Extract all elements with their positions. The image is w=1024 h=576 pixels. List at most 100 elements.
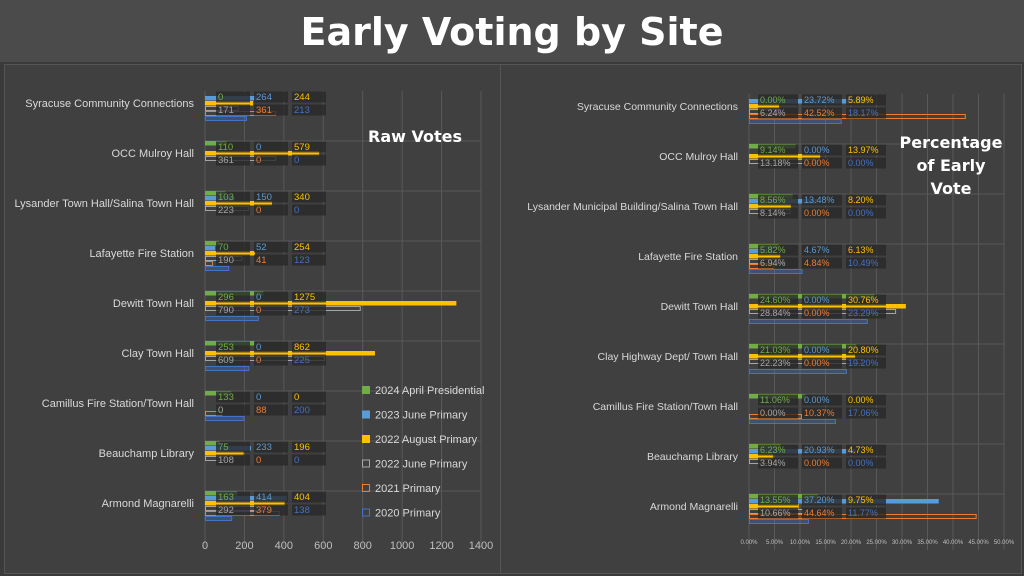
data-label-bg bbox=[802, 494, 842, 506]
data-label: 0 bbox=[256, 455, 261, 466]
data-label-bg bbox=[802, 257, 842, 269]
x-tick-label: 50.00% bbox=[994, 540, 1015, 546]
data-label: 0 bbox=[294, 392, 299, 403]
data-label-bg bbox=[802, 94, 842, 106]
data-label-bg bbox=[292, 154, 326, 166]
category-label: Clay Town Hall bbox=[121, 348, 194, 360]
data-label: 223 bbox=[218, 205, 234, 216]
raw-votes-title: Raw Votes bbox=[368, 127, 462, 146]
data-label-bg bbox=[254, 204, 288, 216]
x-tick-label: 35.00% bbox=[917, 540, 938, 546]
category-label: Lysander Town Hall/Salina Town Hall bbox=[14, 198, 194, 210]
category-label: Syracuse Community Connections bbox=[25, 98, 194, 110]
data-label-bg bbox=[292, 241, 326, 253]
data-label-bg bbox=[216, 241, 250, 253]
data-label: 379 bbox=[256, 505, 272, 516]
data-label-bg bbox=[292, 391, 326, 403]
bar bbox=[205, 151, 320, 156]
data-label-bg bbox=[758, 407, 798, 419]
data-label-bg bbox=[758, 394, 798, 406]
bar bbox=[749, 104, 780, 109]
raw-votes-panel: 0 200 400 600 800 1000 1200 1400 Syracuse Commun… bbox=[4, 64, 502, 574]
data-label-bg bbox=[758, 244, 798, 256]
data-label: 108 bbox=[218, 455, 234, 466]
data-label: 0.00% bbox=[804, 145, 830, 155]
data-label: 0.00% bbox=[804, 358, 830, 368]
x-tick-label: 40.00% bbox=[943, 540, 964, 546]
data-label-bg bbox=[292, 354, 326, 366]
data-label-bg bbox=[292, 404, 326, 416]
bar bbox=[205, 516, 233, 521]
data-label-bg bbox=[254, 404, 288, 416]
x-tick-label: 45.00% bbox=[968, 540, 989, 546]
data-label-bg bbox=[254, 491, 288, 503]
data-label-bg bbox=[292, 454, 326, 466]
legend-swatch bbox=[362, 484, 370, 492]
bar bbox=[749, 154, 821, 159]
data-label: 3.94% bbox=[760, 458, 786, 468]
data-label-bg bbox=[254, 241, 288, 253]
percentage-panel: 0.00% 5.00% 10.00% 15.00% 20.00% 25.00% 30.00%… bbox=[500, 64, 1022, 574]
data-label: 110 bbox=[218, 142, 233, 153]
bar bbox=[205, 251, 256, 256]
data-label: 13.48% bbox=[804, 195, 835, 205]
data-label: 150 bbox=[256, 192, 272, 203]
data-label: 0 bbox=[294, 155, 299, 166]
bar bbox=[205, 241, 219, 246]
data-label-bg bbox=[846, 507, 886, 519]
bar bbox=[205, 191, 226, 196]
data-label-bg bbox=[846, 207, 886, 219]
data-label: 1275 bbox=[294, 292, 315, 303]
data-label: 6.24% bbox=[760, 108, 786, 118]
bar bbox=[205, 266, 230, 271]
data-label: 0.00% bbox=[848, 158, 874, 168]
data-label: 19.20% bbox=[848, 358, 879, 368]
data-label: 200 bbox=[294, 405, 310, 416]
data-label: 70 bbox=[218, 242, 229, 253]
data-label-bg bbox=[846, 244, 886, 256]
category-label: Clay Highway Dept/ Town Hall bbox=[598, 351, 738, 363]
data-label: 0.00% bbox=[804, 295, 830, 305]
data-label: 0 bbox=[256, 392, 261, 403]
data-label: 23.72% bbox=[804, 95, 835, 105]
data-label-bg bbox=[802, 307, 842, 319]
data-label: 0 bbox=[256, 305, 261, 316]
data-label-bg bbox=[846, 357, 886, 369]
data-label-bg bbox=[216, 254, 250, 266]
data-label: 20.93% bbox=[804, 445, 835, 455]
data-label-bg bbox=[846, 257, 886, 269]
bar bbox=[749, 499, 939, 504]
data-label-bg bbox=[292, 141, 326, 153]
data-label-bg bbox=[216, 341, 250, 353]
category-label: Camillus Fire Station/Town Hall bbox=[593, 401, 738, 413]
data-label: 0.00% bbox=[804, 395, 830, 405]
data-label: 28.84% bbox=[760, 308, 791, 318]
data-label: 9.14% bbox=[760, 145, 786, 155]
data-label: 13.18% bbox=[760, 158, 791, 168]
data-label: 10.37% bbox=[804, 408, 835, 418]
data-label-bg bbox=[254, 254, 288, 266]
data-label: 0 bbox=[218, 92, 223, 103]
data-label-bg bbox=[292, 104, 326, 116]
data-label-bg bbox=[216, 91, 250, 103]
data-label: 340 bbox=[294, 192, 310, 203]
x-tick-label: 800 bbox=[354, 540, 372, 552]
category-label: Syracuse Community Connections bbox=[577, 101, 738, 113]
data-label: 253 bbox=[218, 342, 234, 353]
category-label: Lysander Municipal Building/Salina Town … bbox=[527, 201, 738, 213]
data-label: 0 bbox=[256, 292, 261, 303]
data-label-bg bbox=[254, 91, 288, 103]
bar bbox=[749, 504, 799, 509]
data-label-bg bbox=[292, 441, 326, 453]
data-label: 22.23% bbox=[760, 358, 791, 368]
x-tick-label: 30.00% bbox=[892, 540, 913, 546]
legend-swatch bbox=[362, 508, 370, 517]
data-label: 0 bbox=[256, 355, 261, 366]
data-label-bg bbox=[846, 394, 886, 406]
data-label-bg bbox=[254, 154, 288, 166]
data-label-bg bbox=[802, 157, 842, 169]
data-label-bg bbox=[846, 407, 886, 419]
data-label-bg bbox=[292, 304, 326, 316]
bar bbox=[205, 351, 375, 356]
category-label: Lafayette Fire Station bbox=[89, 248, 194, 260]
